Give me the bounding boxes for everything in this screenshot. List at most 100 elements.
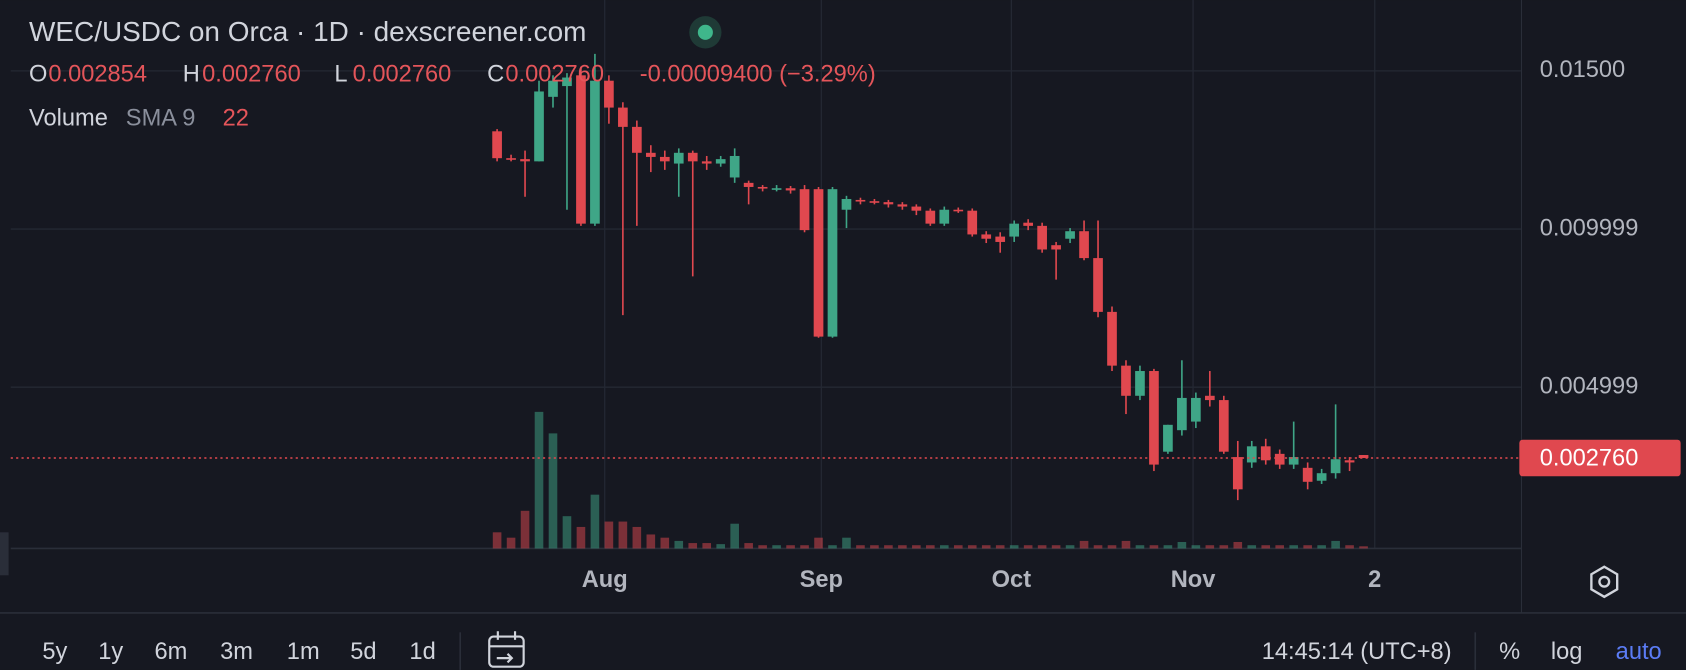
volume-bar xyxy=(618,521,628,549)
volume-bar xyxy=(786,545,795,549)
candle-body xyxy=(673,152,684,164)
candle-body xyxy=(967,210,978,235)
volume-bar xyxy=(744,543,753,549)
overlay: 0.002760 xyxy=(10,439,1681,477)
volume-bar xyxy=(884,545,893,549)
range-button[interactable]: 3m xyxy=(220,639,253,665)
x-tick-label: Nov xyxy=(1171,567,1217,593)
candle-body xyxy=(1246,446,1257,463)
ohlc-key: C xyxy=(487,62,504,88)
candle-body xyxy=(548,80,558,97)
range-button[interactable]: 1d xyxy=(409,639,435,665)
candle-body xyxy=(1079,231,1089,259)
volume-bar xyxy=(730,523,739,549)
volume-bar xyxy=(1275,545,1285,549)
candle-body xyxy=(1163,424,1173,452)
volume-bar xyxy=(856,545,865,549)
candle-body xyxy=(981,234,992,239)
range-button[interactable]: 5d xyxy=(350,639,376,665)
volume-bar xyxy=(1121,540,1131,549)
volume-bar xyxy=(604,521,614,549)
candle-body xyxy=(911,206,922,211)
volume-bar xyxy=(1261,545,1271,549)
volume-bar xyxy=(967,545,977,549)
last-price-label: 0.002760 xyxy=(1540,445,1639,471)
x-tick-label: Oct xyxy=(992,567,1032,593)
volume-bar xyxy=(898,545,907,549)
volume-bar xyxy=(1149,545,1159,549)
chart-title: WEC/USDC on Orca · 1D · dexscreener.com xyxy=(29,16,586,47)
volume-bar xyxy=(1079,540,1089,549)
candle-body xyxy=(855,199,866,202)
volume-indicator: SMA 9 xyxy=(126,106,196,132)
candle-body xyxy=(632,126,642,153)
ohlc-key: H xyxy=(183,62,200,88)
volume-bar xyxy=(492,532,502,549)
candle-body xyxy=(520,159,530,162)
ohlc-value: 0.002854 xyxy=(48,62,147,88)
candle-body xyxy=(618,107,628,127)
range-button[interactable]: 6m xyxy=(155,639,188,665)
candle-body xyxy=(827,189,838,337)
y-tick-label: 0.004999 xyxy=(1540,373,1639,399)
volume-bar xyxy=(1191,545,1201,549)
volume-bar xyxy=(1219,545,1229,549)
candle-body xyxy=(1274,453,1285,465)
candle-body xyxy=(869,201,880,203)
volume-bar xyxy=(1037,545,1047,549)
volume-bar xyxy=(646,534,656,549)
volume-bar xyxy=(1065,545,1075,549)
status-dot xyxy=(697,24,713,40)
candle-body xyxy=(1330,459,1341,474)
auto-toggle[interactable]: auto xyxy=(1616,639,1662,665)
candles xyxy=(492,53,1369,501)
candle-body xyxy=(687,152,698,162)
candle-body xyxy=(576,75,586,224)
volume-bar xyxy=(660,537,670,549)
candle-body xyxy=(1009,223,1020,237)
percent-toggle[interactable]: % xyxy=(1499,639,1520,665)
candle-body xyxy=(785,188,796,191)
ohlc-legend: O 0.002854 H 0.002760 L 0.002760 C 0.002760 -0.0… xyxy=(29,62,876,88)
volume-bar xyxy=(995,545,1005,549)
candle-body xyxy=(757,186,768,189)
volume-bar xyxy=(828,545,837,549)
candle-body xyxy=(813,189,824,337)
candle-body xyxy=(925,210,936,224)
range-button[interactable]: 1m xyxy=(287,639,320,665)
volume-bar xyxy=(800,545,809,549)
volume-label: Volume xyxy=(29,106,108,132)
candle-body xyxy=(1023,222,1033,226)
candle-body xyxy=(1344,460,1355,463)
candle-body xyxy=(939,209,950,224)
volume-bar xyxy=(1303,545,1312,549)
volume-bar xyxy=(506,537,516,549)
ohlc-value: 0.002760 xyxy=(353,62,452,88)
log-toggle[interactable]: log xyxy=(1551,639,1583,665)
ohlc-key: O xyxy=(29,62,47,88)
volume-bar xyxy=(576,526,586,549)
range-button[interactable]: 1y xyxy=(98,639,123,665)
candle-body xyxy=(492,131,502,159)
volume-bar xyxy=(758,545,767,549)
candle-body xyxy=(1065,231,1075,239)
candle-body xyxy=(1149,371,1159,465)
x-tick-label: Aug xyxy=(582,567,628,593)
x-tick-label: Sep xyxy=(800,567,843,593)
volume-bar xyxy=(940,545,949,549)
grid xyxy=(10,0,1522,549)
ohlc-value: 0.002760 xyxy=(505,62,604,88)
volume-bars xyxy=(492,411,1368,549)
calendar-icon[interactable] xyxy=(488,631,525,668)
settings-icon[interactable] xyxy=(1590,565,1619,599)
candle-body xyxy=(701,161,712,164)
ohlc-value: 0.002760 xyxy=(202,62,301,88)
volume-bar xyxy=(548,433,558,549)
volume-bar xyxy=(1247,545,1257,549)
range-button[interactable]: 5y xyxy=(42,639,67,665)
candle-body xyxy=(897,204,908,207)
volume-bar xyxy=(632,526,642,549)
volume-bar xyxy=(1331,540,1340,549)
volume-bar xyxy=(702,543,712,549)
